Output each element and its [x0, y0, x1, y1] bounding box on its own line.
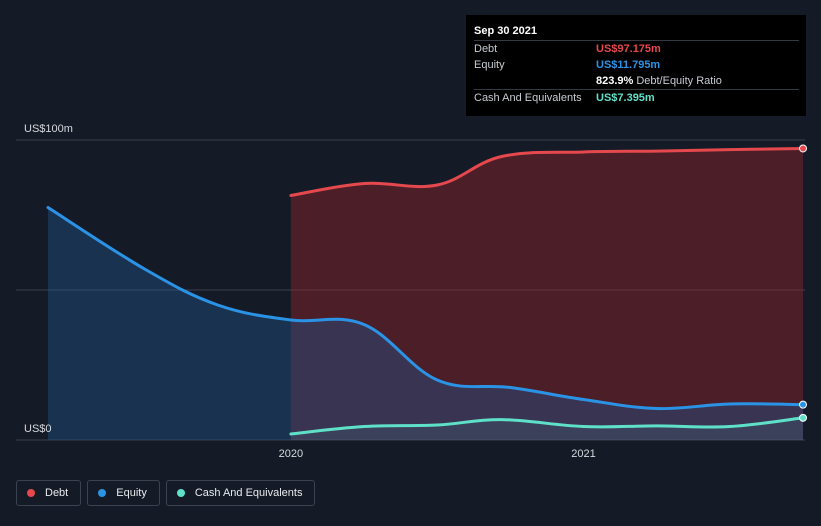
line-layer	[46, 144, 807, 436]
tooltip-debt-value: US$97.175m	[596, 43, 661, 55]
axis-labels: US$100m US$0 2020 2021	[24, 123, 596, 460]
data-tooltip: Sep 30 2021 Debt US$97.175m Equity US$11…	[466, 15, 806, 116]
cash-and-equivalents-area	[290, 417, 803, 440]
grid-layer	[16, 139, 805, 441]
legend-debt-label: Debt	[45, 487, 69, 499]
equity-dot-icon	[98, 489, 107, 497]
cash-dot-icon	[176, 489, 185, 497]
tooltip-cash-value: US$7.395m	[596, 92, 655, 104]
debt-line	[289, 147, 805, 197]
cash-and-equivalents-line	[289, 416, 805, 436]
equity-line	[46, 206, 805, 411]
legend-item-cash[interactable]: Cash And Equivalents	[165, 480, 316, 506]
debt-dot-icon	[27, 489, 35, 497]
area-layer	[48, 148, 803, 440]
tooltip-row-debt: Debt US$97.175m	[474, 40, 799, 57]
tooltip-date: Sep 30 2021	[474, 25, 537, 37]
chart-legend: Debt Equity Cash And Equivalents	[16, 480, 316, 506]
legend-item-equity[interactable]: Equity	[87, 480, 160, 506]
equity-area	[48, 207, 803, 440]
legend-cash-label: Cash And Equivalents	[194, 487, 303, 499]
legend-item-debt[interactable]: Debt	[16, 480, 82, 506]
tooltip-equity-value: US$11.795m	[596, 59, 661, 71]
tooltip-debt-label: Debt	[474, 43, 498, 55]
y-axis-min-label: US$0	[24, 423, 52, 435]
equity-end-point	[799, 400, 807, 409]
tooltip-equity-label: Equity	[474, 59, 505, 71]
tooltip-row-cash: Cash And Equivalents US$7.395m	[474, 89, 799, 106]
tooltip-row-equity: Equity US$11.795m	[474, 57, 799, 73]
tooltip-cash-label: Cash And Equivalents	[474, 92, 582, 104]
y-axis-max-label: US$100m	[24, 123, 73, 135]
tooltip-row-ratio: 823.9% Debt/Equity Ratio	[474, 73, 799, 89]
x-tick-label-2020: 2020	[279, 448, 303, 460]
debt-end-point	[799, 144, 807, 153]
legend-equity-label: Equity	[116, 487, 147, 499]
tooltip-ratio-value: 823.9%	[596, 75, 634, 87]
tooltip-ratio-caption: Debt/Equity Ratio	[636, 75, 722, 87]
tooltip-ratio-label	[474, 73, 596, 89]
cash-and-equivalents-end-point	[799, 413, 807, 422]
x-tick-label-2021: 2021	[571, 448, 595, 460]
